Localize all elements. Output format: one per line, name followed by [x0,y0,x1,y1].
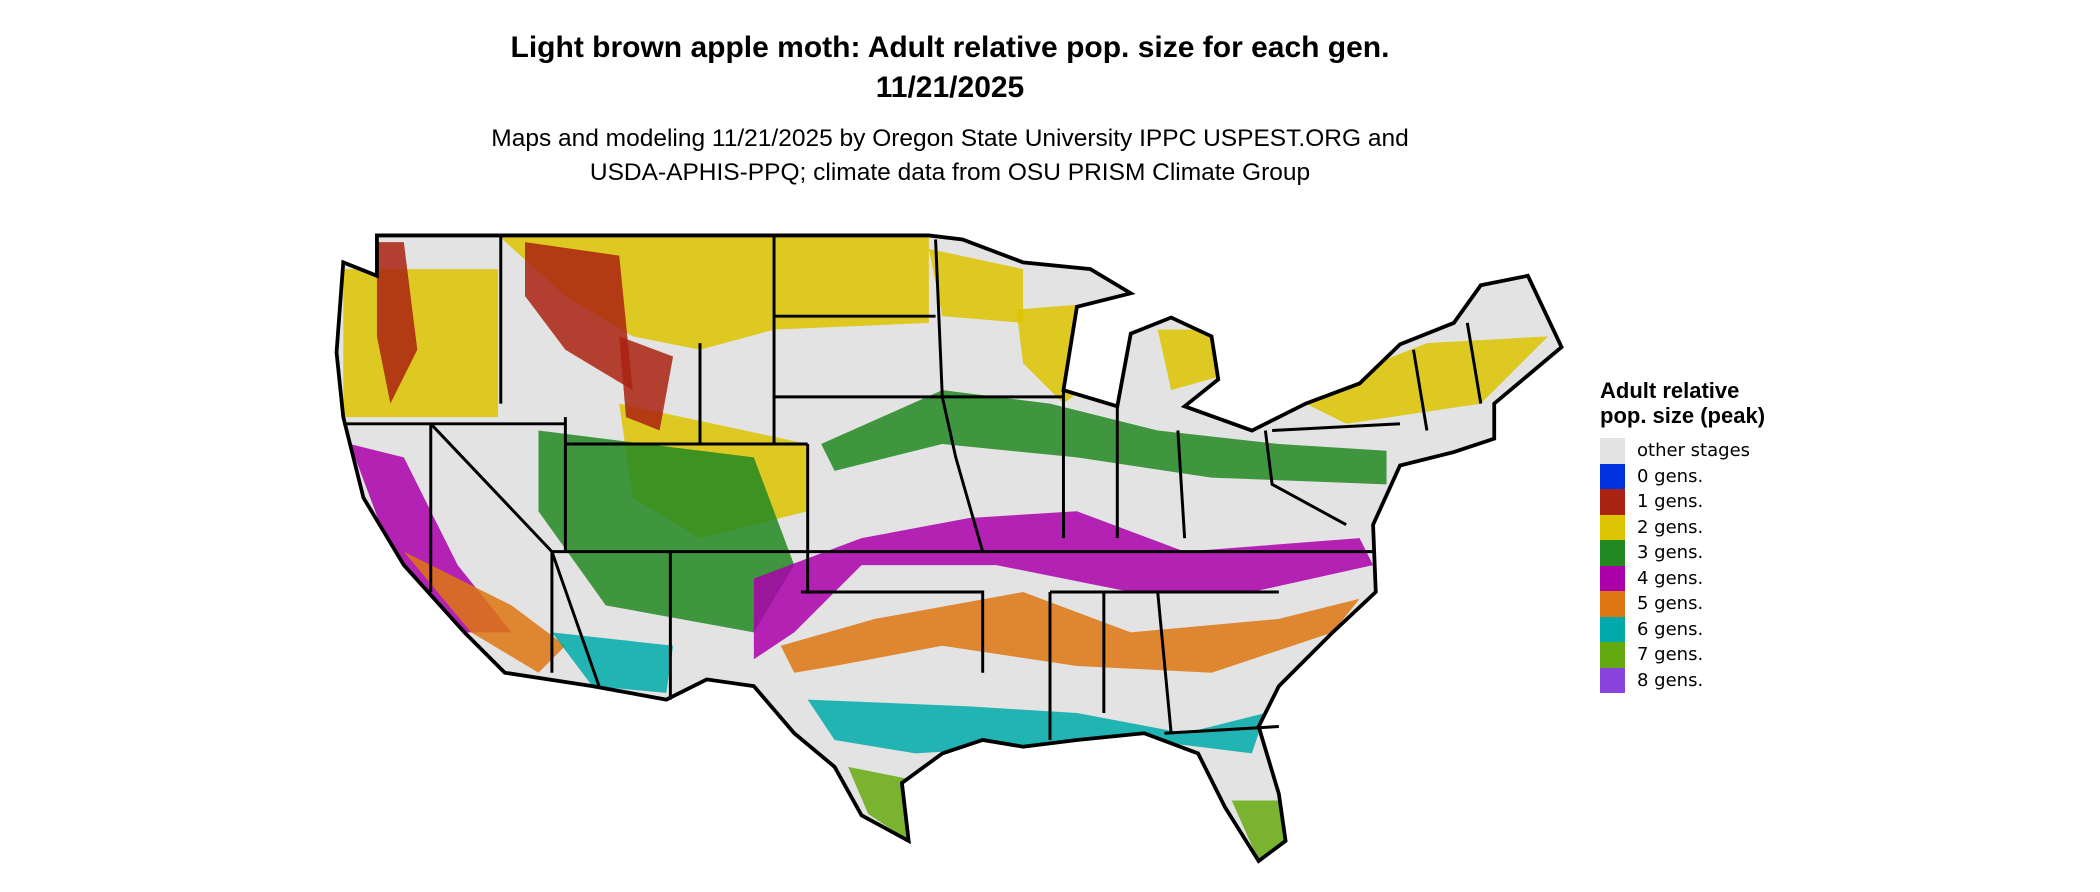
legend-label: 7 gens. [1637,644,1704,666]
legend-label: 1 gens. [1637,491,1704,513]
legend-item: 4 gens. [1600,565,1790,591]
legend-swatch [1600,616,1625,642]
generation-zone [928,248,1024,323]
legend-swatch [1600,463,1625,489]
generation-zone [780,591,1360,673]
legend-swatch [1600,565,1625,591]
legend-item: 0 gens. [1600,463,1790,489]
state-border [934,239,985,553]
legend-swatch [1600,667,1625,693]
state-border [1156,591,1173,734]
legend-item: other stages [1600,438,1790,464]
us-outline [334,233,1564,864]
state-border [1465,322,1483,404]
legend-item: 2 gens. [1600,514,1790,540]
legend-swatch [1600,514,1625,540]
generation-zone [1231,800,1286,862]
state-border [800,590,985,673]
title-line-1: Light brown apple moth: Adult relative p… [510,31,1390,64]
state-border [1272,422,1401,433]
legend-label: 2 gens. [1637,516,1704,538]
generation-zone [403,551,566,673]
legend-swatch [1600,591,1625,617]
legend-item: 1 gens. [1600,489,1790,515]
subtitle-line-2: USDA-APHIS-PPQ; climate data from OSU PR… [589,159,1311,186]
legend-label: 0 gens. [1637,465,1704,487]
generation-zone [848,766,916,841]
legend-swatch [1600,642,1625,668]
generation-zone [753,511,1374,660]
generation-zone [1218,861,1265,885]
generation-zone [525,242,633,391]
generation-zone [1292,336,1549,424]
legend-item: 3 gens. [1600,540,1790,566]
generation-zone [343,269,499,418]
legend-item: 5 gens. [1600,591,1790,617]
legend-item: 7 gens. [1600,642,1790,668]
generation-zone [619,336,674,431]
title-line-2: 11/21/2025 [875,71,1025,104]
legend-label: other stages [1637,440,1751,462]
subtitle-line-1: Maps and modeling 11/21/2025 by Oregon S… [491,125,1409,152]
legend-title: Adult relative pop. size (peak) [1600,378,1766,428]
legend-label: 3 gens. [1637,542,1704,564]
legend-label: 6 gens. [1637,618,1704,640]
generation-zone [538,430,795,633]
generation-zone [1157,329,1219,391]
generation-zone [376,242,418,404]
map-title: Light brown apple moth: Adult relative p… [0,28,1900,108]
legend: Adult relative pop. size (peak) other st… [1600,378,1790,693]
legend-item: 6 gens. [1600,616,1790,642]
generation-zone [821,390,1387,485]
legend-label: 8 gens. [1637,669,1704,691]
generation-zones [343,235,1549,885]
state-borders [343,235,1483,740]
state-border [1176,430,1187,539]
legend-swatch [1600,489,1625,515]
legend-swatch [1600,438,1625,464]
map-subtitle: Maps and modeling 11/21/2025 by Oregon S… [0,122,1900,190]
legend-label: 5 gens. [1637,593,1704,615]
legend-swatch [1600,540,1625,566]
legend-item: 8 gens. [1600,667,1790,693]
state-border [1412,349,1429,431]
legend-label: 4 gens. [1637,567,1704,589]
state-border [1263,430,1347,527]
generation-zone [551,632,674,693]
